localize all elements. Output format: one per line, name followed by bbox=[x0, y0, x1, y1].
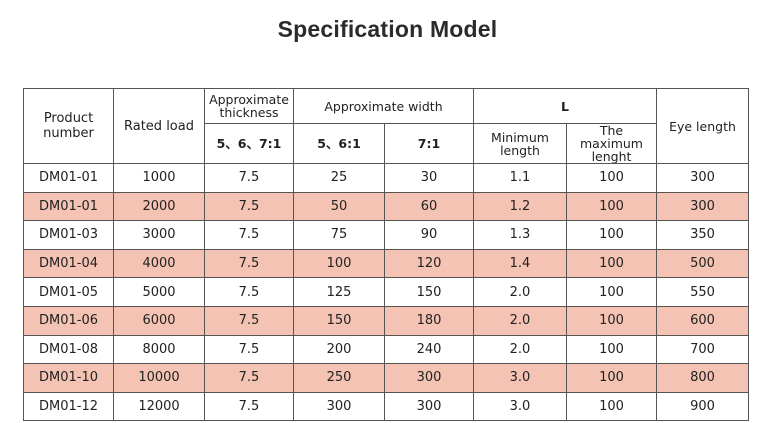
cell-rated-load: 10000 bbox=[113, 363, 205, 393]
header-minimum-length: Minimum length bbox=[473, 123, 567, 164]
cell-maximum-length: 100 bbox=[566, 334, 657, 365]
cell-width-56: 125 bbox=[293, 277, 385, 307]
cell-width-56: 75 bbox=[293, 220, 385, 250]
cell-maximum-length: 100 bbox=[566, 248, 657, 279]
cell-eye-length: 300 bbox=[656, 191, 749, 222]
cell-minimum-length: 2.0 bbox=[473, 277, 567, 307]
cell-eye-length: 800 bbox=[656, 363, 749, 393]
cell-thickness: 7.5 bbox=[204, 363, 294, 393]
table-row: DM01-06 6000 7.5 150 180 2.0 100 600 bbox=[23, 305, 749, 336]
cell-thickness: 7.5 bbox=[204, 277, 294, 307]
cell-eye-length: 600 bbox=[656, 305, 749, 336]
cell-product-number: DM01-01 bbox=[23, 163, 114, 193]
table-row: DM01-01 1000 7.5 25 30 1.1 100 300 bbox=[23, 163, 749, 193]
header-approx-width: Approximate width bbox=[293, 88, 474, 124]
cell-minimum-length: 2.0 bbox=[473, 334, 567, 365]
cell-rated-load: 8000 bbox=[113, 334, 205, 365]
cell-width-56: 300 bbox=[293, 391, 385, 422]
cell-thickness: 7.5 bbox=[204, 163, 294, 193]
cell-minimum-length: 1.4 bbox=[473, 248, 567, 279]
cell-eye-length: 900 bbox=[656, 391, 749, 422]
header-rated-load: Rated load bbox=[113, 88, 205, 164]
cell-width-56: 150 bbox=[293, 305, 385, 336]
cell-width-7: 120 bbox=[384, 248, 474, 279]
cell-thickness: 7.5 bbox=[204, 334, 294, 365]
cell-eye-length: 700 bbox=[656, 334, 749, 365]
page-title: Specification Model bbox=[277, 16, 498, 42]
table-header: Product number Rated load Approximate th… bbox=[23, 88, 749, 164]
cell-product-number: DM01-12 bbox=[23, 391, 114, 422]
cell-thickness: 7.5 bbox=[204, 220, 294, 250]
cell-maximum-length: 100 bbox=[566, 277, 657, 307]
cell-minimum-length: 3.0 bbox=[473, 391, 567, 422]
cell-thickness: 7.5 bbox=[204, 248, 294, 279]
cell-thickness: 7.5 bbox=[204, 191, 294, 222]
table-row: DM01-10 10000 7.5 250 300 3.0 100 800 bbox=[23, 363, 749, 393]
cell-width-7: 90 bbox=[384, 220, 474, 250]
table-row: DM01-01 2000 7.5 50 60 1.2 100 300 bbox=[23, 191, 749, 222]
cell-eye-length: 300 bbox=[656, 163, 749, 193]
cell-rated-load: 1000 bbox=[113, 163, 205, 193]
cell-width-7: 60 bbox=[384, 191, 474, 222]
header-width-ratio-56: 5、6:1 bbox=[293, 123, 385, 164]
header-eye-length: Eye length bbox=[656, 88, 749, 164]
table-row: DM01-04 4000 7.5 100 120 1.4 100 500 bbox=[23, 248, 749, 279]
header-product-number: Product number bbox=[23, 88, 114, 164]
cell-product-number: DM01-01 bbox=[23, 191, 114, 222]
specification-table: Product number Rated load Approximate th… bbox=[23, 88, 749, 422]
cell-maximum-length: 100 bbox=[566, 163, 657, 193]
cell-width-7: 30 bbox=[384, 163, 474, 193]
table-body: DM01-01 1000 7.5 25 30 1.1 100 300 DM01-01 2000 7.… bbox=[23, 163, 749, 422]
cell-width-56: 250 bbox=[293, 363, 385, 393]
cell-product-number: DM01-10 bbox=[23, 363, 114, 393]
cell-eye-length: 500 bbox=[656, 248, 749, 279]
cell-maximum-length: 100 bbox=[566, 391, 657, 422]
cell-rated-load: 3000 bbox=[113, 220, 205, 250]
header-approx-thickness: Approximate thickness bbox=[204, 88, 294, 124]
cell-eye-length: 350 bbox=[656, 220, 749, 250]
header-thickness-ratio: 5、6、7:1 bbox=[204, 123, 294, 164]
cell-product-number: DM01-04 bbox=[23, 248, 114, 279]
cell-maximum-length: 100 bbox=[566, 363, 657, 393]
cell-rated-load: 12000 bbox=[113, 391, 205, 422]
cell-maximum-length: 100 bbox=[566, 191, 657, 222]
header-width-ratio-7: 7:1 bbox=[384, 123, 474, 164]
cell-product-number: DM01-05 bbox=[23, 277, 114, 307]
cell-width-56: 200 bbox=[293, 334, 385, 365]
cell-minimum-length: 1.2 bbox=[473, 191, 567, 222]
cell-thickness: 7.5 bbox=[204, 305, 294, 336]
cell-maximum-length: 100 bbox=[566, 305, 657, 336]
cell-width-7: 300 bbox=[384, 363, 474, 393]
cell-rated-load: 4000 bbox=[113, 248, 205, 279]
cell-rated-load: 6000 bbox=[113, 305, 205, 336]
cell-rated-load: 2000 bbox=[113, 191, 205, 222]
cell-width-7: 150 bbox=[384, 277, 474, 307]
cell-maximum-length: 100 bbox=[566, 220, 657, 250]
cell-product-number: DM01-03 bbox=[23, 220, 114, 250]
table-row: DM01-12 12000 7.5 300 300 3.0 100 900 bbox=[23, 391, 749, 422]
cell-minimum-length: 1.1 bbox=[473, 163, 567, 193]
table-row: DM01-05 5000 7.5 125 150 2.0 100 550 bbox=[23, 277, 749, 307]
header-maximum-length: The maximum lenght bbox=[566, 123, 657, 164]
cell-width-7: 180 bbox=[384, 305, 474, 336]
cell-width-7: 240 bbox=[384, 334, 474, 365]
header-l: L bbox=[473, 88, 657, 124]
cell-eye-length: 550 bbox=[656, 277, 749, 307]
cell-thickness: 7.5 bbox=[204, 391, 294, 422]
cell-minimum-length: 3.0 bbox=[473, 363, 567, 393]
cell-width-56: 25 bbox=[293, 163, 385, 193]
table-row: DM01-03 3000 7.5 75 90 1.3 100 350 bbox=[23, 220, 749, 250]
cell-width-56: 100 bbox=[293, 248, 385, 279]
cell-minimum-length: 1.3 bbox=[473, 220, 567, 250]
cell-product-number: DM01-06 bbox=[23, 305, 114, 336]
cell-width-7: 300 bbox=[384, 391, 474, 422]
cell-product-number: DM01-08 bbox=[23, 334, 114, 365]
table-row: DM01-08 8000 7.5 200 240 2.0 100 700 bbox=[23, 334, 749, 365]
cell-minimum-length: 2.0 bbox=[473, 305, 567, 336]
cell-rated-load: 5000 bbox=[113, 277, 205, 307]
cell-width-56: 50 bbox=[293, 191, 385, 222]
